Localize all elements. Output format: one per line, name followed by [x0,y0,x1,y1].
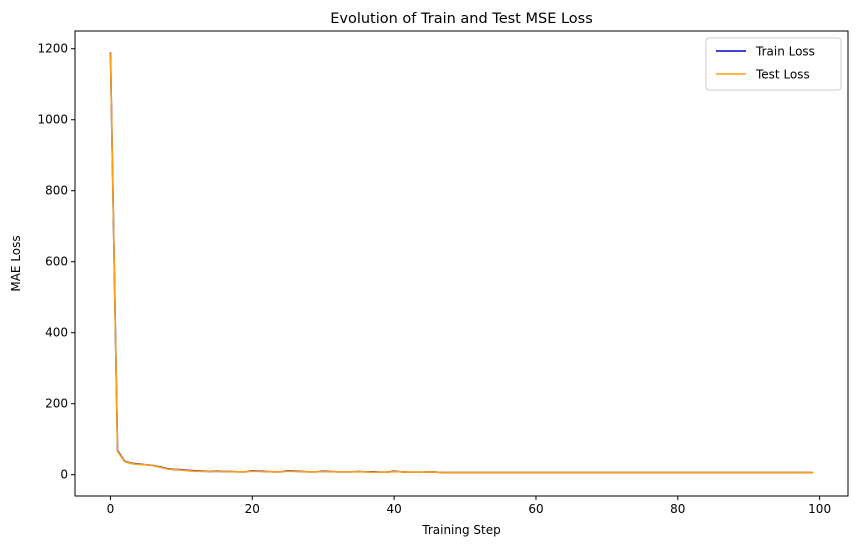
legend: Train Loss Test Loss [705,37,842,91]
x-axis-label: Training Step [421,523,501,537]
x-tick-label: 60 [528,502,543,516]
series-line-test-loss [109,52,814,474]
legend-label-test-loss: Test Loss [755,68,810,82]
y-tick-label: 600 [45,255,68,269]
y-tick-label: 1200 [37,42,68,56]
y-tick-label: 0 [60,468,68,482]
y-axis-ticks: 0 200 400 600 800 1000 1200 [37,42,75,482]
x-tick-label: 100 [808,502,831,516]
x-tick-label: 20 [245,502,260,516]
x-tick-label: 0 [107,502,115,516]
y-tick-label: 200 [45,397,68,411]
x-tick-label: 40 [386,502,401,516]
legend-label-train-loss: Train Loss [755,45,815,59]
chart-title: Evolution of Train and Test MSE Loss [330,11,593,27]
x-tick-label: 80 [670,502,685,516]
y-axis-label: MAE Loss [9,235,23,291]
series-layer [109,52,814,474]
y-tick-label: 800 [45,184,68,198]
x-axis-ticks: 0 20 40 60 80 100 [107,496,831,516]
axes-frame [74,30,849,497]
y-tick-label: 1000 [37,113,68,127]
plot-area [74,30,849,497]
y-tick-label: 400 [45,326,68,340]
